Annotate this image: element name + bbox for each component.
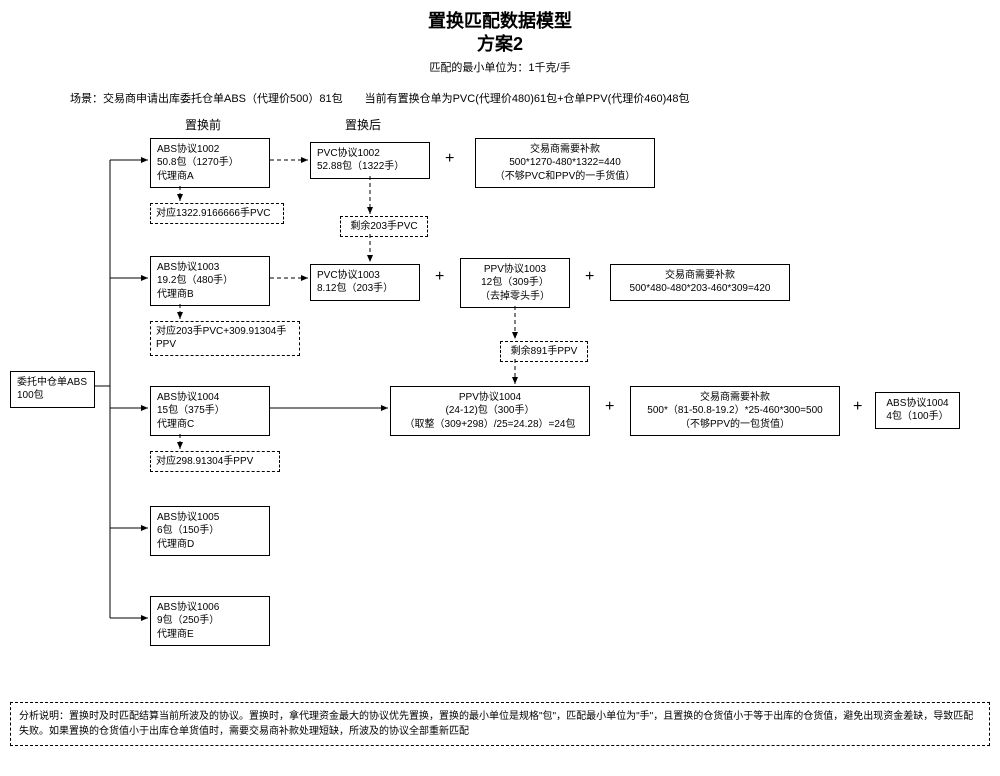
- plus-3: +: [585, 268, 594, 286]
- ppv1003: PPV协议100312包（309手）（去掉零头手）: [460, 258, 570, 309]
- header-before: 置换前: [185, 116, 221, 133]
- abs1004-right: ABS协议10044包（100手）: [875, 392, 960, 429]
- abs1002-detail: 对应1322.9166666手PVC: [150, 203, 284, 225]
- abs1002: ABS协议100250.8包（1270手）代理商A: [150, 138, 270, 189]
- plus-4: +: [605, 398, 614, 416]
- analysis-note: 分析说明：置换时及时匹配结算当前所波及的协议。置换时，拿代理资金最大的协议优先置…: [10, 702, 990, 746]
- pay2: 交易商需要补款500*480-480*203-460*309=420: [610, 264, 790, 301]
- flowchart-canvas: 置换前 置换后 委托中仓单ABS100包 ABS协议100250.8包（1270…: [10, 116, 990, 696]
- abs1004-detail: 对应298.91304手PPV: [150, 451, 280, 473]
- title: 置换匹配数据模型方案2: [10, 10, 990, 57]
- abs1003: ABS协议100319.2包（480手）代理商B: [150, 256, 270, 307]
- pay1: 交易商需要补款500*1270-480*1322=440（不够PVC和PPV的一…: [475, 138, 655, 189]
- header-after: 置换后: [345, 116, 381, 133]
- abs1004: ABS协议100415包（375手）代理商C: [150, 386, 270, 437]
- subtitle: 匹配的最小单位为：1千克/手: [10, 59, 990, 75]
- ppv1004: PPV协议1004(24-12)包（300手）（取整（309+298）/25=2…: [390, 386, 590, 437]
- scenario-text: 场景：交易商申请出库委托仓单ABS（代理价500）81包 当前有置换仓单为PVC…: [70, 90, 990, 106]
- plus-5: +: [853, 398, 862, 416]
- remain2: 剩余891手PPV: [500, 341, 588, 363]
- abs1005: ABS协议10056包（150手）代理商D: [150, 506, 270, 557]
- title-block: 置换匹配数据模型方案2 匹配的最小单位为：1千克/手: [10, 10, 990, 75]
- pay3: 交易商需要补款500*（81-50.8-19.2）*25-460*300=500…: [630, 386, 840, 437]
- plus-1: +: [445, 150, 454, 168]
- abs1003-detail: 对应203手PVC+309.91304手PPV: [150, 321, 300, 356]
- pvc1003: PVC协议10038.12包（203手）: [310, 264, 420, 301]
- remain1: 剩余203手PVC: [340, 216, 428, 238]
- pvc1002: PVC协议100252.88包（1322手）: [310, 142, 430, 179]
- plus-2: +: [435, 268, 444, 286]
- abs1006: ABS协议10069包（250手）代理商E: [150, 596, 270, 647]
- root-node: 委托中仓单ABS100包: [10, 371, 95, 408]
